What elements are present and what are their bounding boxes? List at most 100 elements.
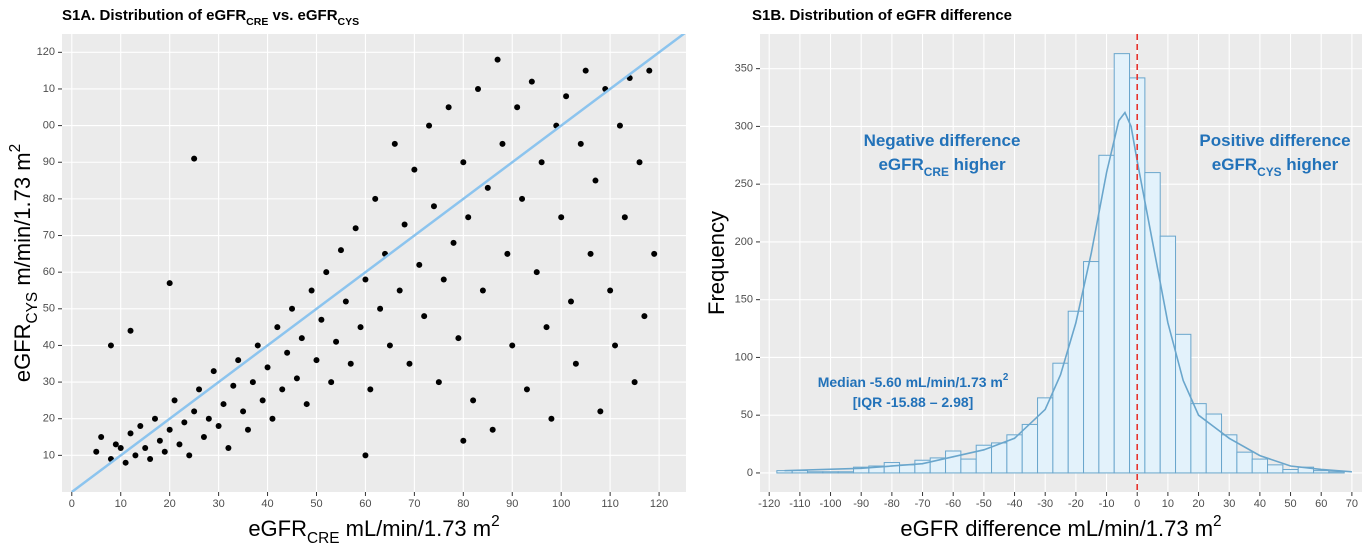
point	[328, 379, 335, 386]
x-tick-label: 110	[601, 498, 619, 510]
point	[264, 364, 271, 371]
x-tick-label: 50	[310, 498, 322, 510]
point	[519, 195, 526, 202]
x-tick-label: -50	[976, 498, 992, 510]
y-tick-label: 40	[43, 339, 55, 351]
annotation-part: Median -5.60 mL/min/1.73 m	[818, 374, 1003, 390]
annotation-part: eGFR	[1212, 155, 1257, 174]
y-axis-title: Frequency	[704, 211, 729, 315]
chart-title-part: CRE	[246, 16, 268, 28]
chart-title-part: S1B. Distribution of eGFR difference	[752, 7, 1012, 24]
y-tick-label: 120	[37, 46, 55, 58]
point	[161, 448, 168, 455]
point	[333, 338, 340, 345]
point	[225, 445, 232, 452]
point	[391, 140, 398, 147]
annotation-part: [IQR -15.88 – 2.98]	[853, 394, 974, 410]
y-tick-label: 50	[741, 409, 753, 421]
point	[210, 368, 217, 375]
point	[274, 324, 281, 331]
point	[528, 78, 535, 85]
point	[646, 67, 653, 74]
point	[357, 324, 364, 331]
x-tick-label: 30	[212, 498, 224, 510]
x-tick-label: 90	[506, 498, 518, 510]
x-tick-label: -110	[789, 498, 810, 510]
x-tick-label: 40	[261, 498, 273, 510]
x-tick-label: 50	[1284, 498, 1296, 510]
point	[342, 298, 349, 305]
y-tick-label: 10	[43, 449, 55, 461]
x-tick-label: -20	[1068, 498, 1084, 510]
point	[504, 250, 511, 257]
bar	[1328, 471, 1345, 474]
point	[558, 214, 565, 221]
annotation-part: eGFR	[878, 155, 923, 174]
point	[347, 360, 354, 367]
point	[641, 313, 648, 320]
point	[279, 386, 286, 393]
point	[191, 408, 198, 415]
point	[352, 225, 359, 232]
point	[533, 269, 540, 276]
point	[636, 159, 643, 166]
y-tick-label: 50	[43, 303, 55, 315]
point	[567, 298, 574, 305]
point	[582, 67, 589, 74]
x-tick-label: 0	[69, 498, 75, 510]
point	[621, 214, 628, 221]
point	[450, 239, 457, 246]
x-tick-label: 30	[1223, 498, 1235, 510]
annotation-part: CYS	[1257, 165, 1282, 179]
point	[396, 287, 403, 294]
point	[548, 415, 555, 422]
point	[107, 342, 114, 349]
point	[514, 104, 521, 111]
x-axis-title: eGFRCRE mL/min/1.73 m2	[248, 513, 499, 544]
point	[494, 56, 501, 63]
point	[323, 269, 330, 276]
point	[196, 386, 203, 393]
point	[430, 203, 437, 210]
annotation-part: higher	[949, 155, 1006, 174]
y-tick-label: 60	[43, 266, 55, 278]
y-tick-label: 00	[43, 120, 55, 132]
point	[117, 445, 124, 452]
point	[151, 415, 158, 422]
annotation-part: Negative difference	[864, 131, 1021, 150]
bar	[1083, 261, 1100, 474]
x-axis-title-part: 2	[1213, 513, 1222, 530]
point	[284, 349, 291, 356]
point	[445, 104, 452, 111]
x-tick-label: 0	[1134, 498, 1140, 510]
y-axis-title-part: CYS	[24, 292, 41, 324]
point	[235, 357, 242, 364]
point	[191, 155, 198, 162]
chart-title-part: vs. eGFR	[268, 7, 337, 24]
point	[631, 379, 638, 386]
point	[489, 426, 496, 433]
bar	[1236, 451, 1253, 474]
x-axis-title-part: eGFR difference mL/min/1.73 m	[900, 516, 1213, 541]
point	[460, 437, 467, 444]
point	[435, 379, 442, 386]
annotation: Positive difference	[1199, 131, 1350, 150]
point	[616, 122, 623, 129]
x-tick-label: -60	[945, 498, 961, 510]
bar	[883, 462, 901, 474]
chart-title-part: CYS	[338, 16, 360, 28]
y-tick-label: 100	[735, 351, 753, 363]
point	[543, 324, 550, 331]
point	[293, 375, 300, 382]
bar	[822, 471, 839, 474]
annotation-part: 2	[1003, 372, 1009, 383]
x-axis-title-part: 2	[491, 513, 500, 530]
x-axis-title-part: mL/min/1.73 m	[340, 516, 492, 541]
bar	[1052, 362, 1069, 474]
y-tick-label: 30	[43, 376, 55, 388]
x-tick-label: 10	[115, 498, 127, 510]
y-tick-label: 150	[735, 294, 753, 306]
x-tick-label: 120	[650, 498, 668, 510]
x-tick-label: 10	[1162, 498, 1174, 510]
x-tick-label: -10	[1099, 498, 1115, 510]
